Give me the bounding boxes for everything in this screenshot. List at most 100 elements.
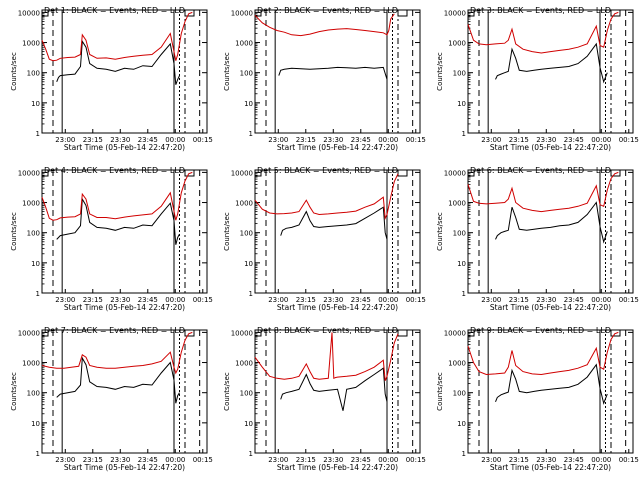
corner-marker-box	[467, 9, 475, 17]
y-tick-label: 1	[36, 290, 40, 298]
x-tick-label: 23:45	[138, 456, 158, 464]
y-tick-label: 10000	[444, 169, 466, 177]
plot-panel: Det 7: BLACK = Events, RED = LLD 1 10 100 10…	[10, 326, 213, 472]
y-tick-label: 100	[453, 70, 466, 78]
x-tick-label: 23:45	[351, 296, 371, 304]
plot-panel: Det 3: BLACK = Events, RED = LLD 1 10 100 10…	[436, 6, 639, 152]
plot-panel: Det 8: BLACK = Events, RED = LLD 1 10 100 10…	[223, 326, 426, 472]
events-series-line	[495, 42, 608, 84]
y-tick-label: 100	[27, 390, 40, 398]
lld-series-line	[41, 331, 193, 375]
y-axis-label: Counts/sec	[10, 212, 18, 251]
x-tick-label: 23:45	[138, 296, 158, 304]
y-axis-label: Counts/sec	[223, 52, 231, 91]
x-tick-label: 00:00	[378, 296, 398, 304]
events-series-line	[495, 363, 608, 405]
plot-frame	[41, 9, 208, 134]
x-tick-label: 00:00	[378, 456, 398, 464]
x-tick-label: 00:00	[591, 296, 611, 304]
plot-frame	[254, 9, 421, 134]
x-tick-label: 23:00	[481, 136, 501, 144]
y-tick-label: 1	[249, 450, 253, 458]
plot-title: Det 2: BLACK = Events, RED = LLD	[257, 6, 398, 15]
x-tick-label: 23:30	[323, 136, 343, 144]
y-tick-label: 1000	[22, 200, 40, 208]
y-tick-label: 1	[249, 290, 253, 298]
y-tick-label: 10000	[18, 169, 40, 177]
plot-title: Det 6: BLACK = Events, RED = LLD	[470, 166, 611, 175]
y-tick-label: 10000	[444, 329, 466, 337]
y-tick-label: 100	[27, 230, 40, 238]
plot-frame	[254, 329, 421, 454]
x-tick-label: 23:45	[564, 456, 584, 464]
x-tick-label: 00:15	[406, 296, 426, 304]
corner-marker-box	[467, 329, 475, 337]
corner-marker-box	[254, 329, 262, 337]
x-axis-label: Start Time (05-Feb-14 22:47:20)	[64, 463, 185, 472]
y-tick-label: 10	[31, 100, 40, 108]
y-tick-label: 100	[453, 230, 466, 238]
y-tick-label: 10	[244, 420, 253, 428]
corner-marker-box	[254, 169, 262, 177]
y-axis-label: Counts/sec	[436, 372, 444, 411]
x-tick-label: 00:15	[619, 136, 639, 144]
events-series-line	[56, 39, 180, 85]
x-tick-label: 23:30	[110, 456, 130, 464]
x-tick-label: 23:30	[110, 136, 130, 144]
x-axis-label: Start Time (05-Feb-14 22:47:20)	[277, 143, 398, 152]
corner-marker-box	[397, 169, 408, 177]
x-tick-label: 23:30	[536, 136, 556, 144]
x-tick-label: 23:00	[268, 136, 288, 144]
events-series-line	[280, 206, 388, 240]
plot-panel: Det 4: BLACK = Events, RED = LLD 1 10 100 10…	[10, 166, 213, 312]
y-tick-label: 10	[244, 260, 253, 268]
y-tick-label: 100	[27, 70, 40, 78]
corner-marker-box	[41, 9, 49, 17]
x-axis-label: Start Time (05-Feb-14 22:47:20)	[490, 463, 611, 472]
plot-frame	[254, 169, 421, 294]
plot-title: Det 4: BLACK = Events, RED = LLD	[44, 166, 185, 175]
y-axis-label: Counts/sec	[10, 372, 18, 411]
y-tick-label: 1	[36, 130, 40, 138]
lld-series-line	[41, 171, 193, 221]
x-tick-label: 23:30	[110, 296, 130, 304]
x-tick-label: 23:15	[83, 456, 103, 464]
x-tick-label: 23:15	[509, 296, 529, 304]
y-tick-label: 10	[457, 420, 466, 428]
y-tick-label: 1000	[235, 360, 253, 368]
x-axis-label: Start Time (05-Feb-14 22:47:20)	[277, 463, 398, 472]
x-tick-label: 23:45	[564, 296, 584, 304]
x-tick-label: 00:00	[378, 136, 398, 144]
x-tick-label: 23:15	[509, 456, 529, 464]
y-tick-label: 1	[462, 290, 466, 298]
x-tick-label: 23:30	[536, 456, 556, 464]
x-tick-label: 23:00	[55, 296, 75, 304]
y-axis-label: Counts/sec	[223, 212, 231, 251]
lld-series-line	[254, 332, 399, 381]
y-tick-label: 100	[240, 390, 253, 398]
y-tick-label: 10	[31, 260, 40, 268]
y-tick-label: 10000	[231, 169, 253, 177]
x-tick-label: 23:00	[481, 296, 501, 304]
x-tick-label: 00:00	[165, 136, 185, 144]
y-tick-label: 10000	[231, 329, 253, 337]
x-tick-label: 23:00	[268, 296, 288, 304]
x-tick-label: 23:00	[55, 136, 75, 144]
corner-marker-box	[254, 9, 262, 17]
y-axis-label: Counts/sec	[223, 372, 231, 411]
x-tick-label: 00:00	[591, 456, 611, 464]
y-tick-label: 1000	[448, 200, 466, 208]
events-series-line	[495, 201, 608, 244]
y-tick-label: 10	[457, 100, 466, 108]
x-tick-label: 00:15	[406, 136, 426, 144]
y-tick-label: 1000	[448, 40, 466, 48]
plot-title: Det 7: BLACK = Events, RED = LLD	[44, 326, 185, 335]
plot-panel: Det 5: BLACK = Events, RED = LLD 1 10 100 10…	[223, 166, 426, 312]
x-tick-label: 00:15	[193, 296, 213, 304]
x-axis-label: Start Time (05-Feb-14 22:47:20)	[64, 143, 185, 152]
lld-series-line	[467, 11, 619, 54]
y-tick-label: 100	[453, 390, 466, 398]
plot-frame	[467, 329, 634, 454]
y-tick-label: 1	[36, 450, 40, 458]
